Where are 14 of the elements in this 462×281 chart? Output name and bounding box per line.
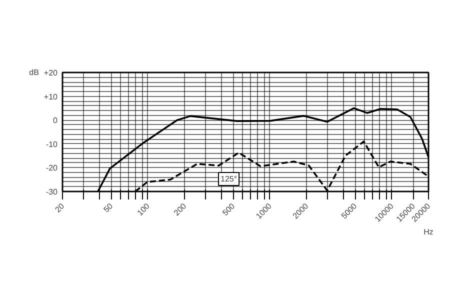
y-tick-label: -30 bbox=[46, 188, 58, 196]
x-tick-label: 200 bbox=[172, 201, 188, 218]
y-tick-label: +20 bbox=[44, 68, 58, 78]
x-tick-label: 100 bbox=[136, 201, 152, 218]
x-tick-label: 20 bbox=[53, 201, 66, 214]
series-label: 125° bbox=[220, 174, 238, 184]
y-axis-title: dB bbox=[29, 68, 39, 77]
x-axis-title: Hz bbox=[424, 227, 434, 236]
x-tick-label: 500 bbox=[220, 201, 237, 218]
y-tick-label: -20 bbox=[46, 164, 58, 173]
y-tick-label: -10 bbox=[46, 140, 58, 149]
y-tick-label: 0 bbox=[53, 116, 58, 126]
y-tick-label: +10 bbox=[44, 92, 58, 102]
x-tick-label: 50 bbox=[102, 201, 115, 214]
